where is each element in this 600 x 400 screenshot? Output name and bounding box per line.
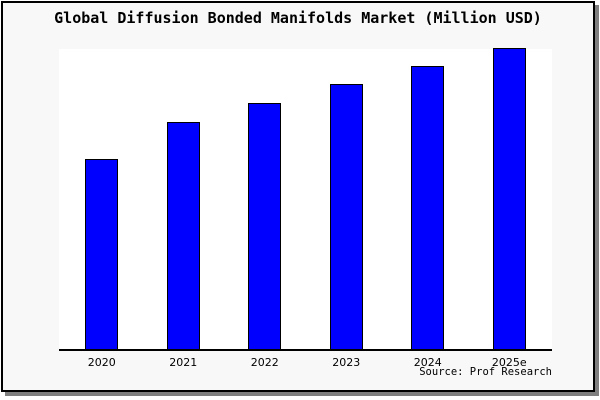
chart-frame: Global Diffusion Bonded Manifolds Market… [1,1,595,392]
bar-2020 [85,159,119,349]
bar-2021 [166,122,200,349]
plot-area [59,48,552,351]
source-credit: Source: Prof Research [419,366,552,378]
x-tick-label-2020: 2020 [87,356,116,369]
bar-2024 [411,66,445,349]
x-tick-label-2025e: 2025e [491,356,527,369]
chart-title: Global Diffusion Bonded Manifolds Market… [54,9,542,27]
x-tick-label-2022: 2022 [250,356,279,369]
bar-2022 [248,103,282,349]
x-tick-label-2024: 2024 [413,356,442,369]
x-tick-label-2023: 2023 [332,356,361,369]
bar-2025e [492,48,526,349]
x-tick-label-2021: 2021 [169,356,198,369]
bar-2023 [329,84,363,349]
